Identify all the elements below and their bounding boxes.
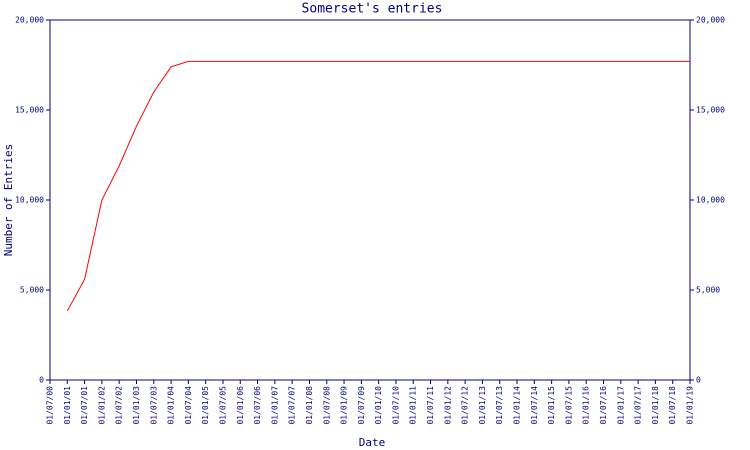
x-tick-label: 01/01/14 xyxy=(513,386,522,425)
y2-tick-label: 20,000 xyxy=(696,16,725,25)
x-tick-label: 01/07/03 xyxy=(149,386,158,425)
x-tick-label: 01/07/01 xyxy=(80,386,89,425)
y-tick-label: 20,000 xyxy=(15,16,44,25)
y-tick-label: 0 xyxy=(39,376,44,385)
chart-title: Somerset's entries xyxy=(302,2,443,17)
x-tick-label: 01/01/02 xyxy=(97,386,106,425)
x-tick-label: 01/01/17 xyxy=(616,386,625,425)
x-tick-label: 01/07/14 xyxy=(530,386,539,425)
y2-tick-label: 15,000 xyxy=(696,106,725,115)
x-tick-label: 01/01/08 xyxy=(305,386,314,425)
y2-tick-label: 10,000 xyxy=(696,196,725,205)
x-tick-label: 01/01/01 xyxy=(63,386,72,425)
y2-tick-label: 5,000 xyxy=(696,286,720,295)
y-axis-label: Number of Entries xyxy=(2,144,15,257)
x-tick-label: 01/07/07 xyxy=(288,386,297,425)
x-tick-label: 01/07/06 xyxy=(253,386,262,425)
y-tick-label: 15,000 xyxy=(15,106,44,115)
x-tick-label: 01/07/08 xyxy=(322,386,331,425)
x-tick-label: 01/07/13 xyxy=(495,386,504,425)
x-tick-label: 01/07/18 xyxy=(668,386,677,425)
x-tick-label: 01/01/13 xyxy=(478,386,487,425)
x-tick-label: 01/01/07 xyxy=(270,386,279,425)
x-tick-label: 01/01/03 xyxy=(132,386,141,425)
x-tick-label: 01/07/02 xyxy=(115,386,124,425)
x-tick-label: 01/07/10 xyxy=(391,386,400,425)
x-tick-label: 01/01/11 xyxy=(409,386,418,425)
x-tick-label: 01/07/16 xyxy=(599,386,608,425)
plot-frame xyxy=(49,19,691,381)
x-tick-label: 01/01/05 xyxy=(201,386,210,425)
x-tick-label: 01/07/04 xyxy=(184,386,193,425)
x-tick-label: 01/01/09 xyxy=(340,386,349,425)
x-tick-label: 01/01/10 xyxy=(374,386,383,425)
x-tick-label: 01/01/19 xyxy=(686,386,695,425)
line-series xyxy=(66,60,690,312)
x-tick-label: 01/07/12 xyxy=(461,386,470,425)
x-tick-label: 01/01/18 xyxy=(651,386,660,425)
x-tick-label: 01/07/11 xyxy=(426,386,435,425)
x-tick-label: 01/07/05 xyxy=(218,386,227,425)
y-tick-label: 5,000 xyxy=(20,286,44,295)
x-tick-label: 01/07/09 xyxy=(357,386,366,425)
x-tick-label: 01/07/00 xyxy=(46,386,55,425)
y2-tick-label: 0 xyxy=(696,376,701,385)
y-tick-label: 10,000 xyxy=(15,196,44,205)
x-tick-label: 01/01/15 xyxy=(547,386,556,425)
x-tick-label: 01/01/12 xyxy=(443,386,452,425)
x-tick-label: 01/01/06 xyxy=(236,386,245,425)
x-axis-label: Date xyxy=(359,436,386,449)
x-tick-label: 01/07/15 xyxy=(564,386,573,425)
x-tick-label: 01/07/17 xyxy=(634,386,643,425)
x-tick-label: 01/01/16 xyxy=(582,386,591,425)
x-tick-label: 01/01/04 xyxy=(167,386,176,425)
